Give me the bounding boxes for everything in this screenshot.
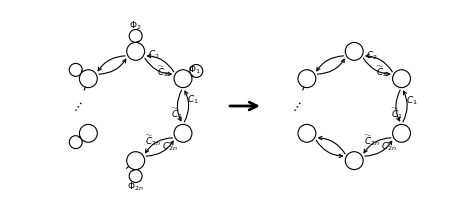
Circle shape bbox=[174, 124, 192, 142]
Circle shape bbox=[69, 63, 82, 76]
Text: $\widetilde{C}_{2n}$: $\widetilde{C}_{2n}$ bbox=[364, 133, 380, 147]
Circle shape bbox=[174, 70, 192, 88]
Circle shape bbox=[69, 136, 82, 149]
Text: $C_2$: $C_2$ bbox=[147, 49, 159, 61]
Text: $C_1$: $C_1$ bbox=[187, 94, 199, 106]
Text: $C_1$: $C_1$ bbox=[406, 95, 418, 107]
Text: $\Phi_1$: $\Phi_1$ bbox=[188, 64, 200, 76]
Circle shape bbox=[298, 70, 316, 88]
Circle shape bbox=[129, 30, 142, 42]
Circle shape bbox=[80, 124, 97, 142]
Text: $\widetilde{C}_1$: $\widetilde{C}_1$ bbox=[171, 107, 183, 122]
Text: $\widetilde{C}_{2n}$: $\widetilde{C}_{2n}$ bbox=[146, 133, 161, 147]
Circle shape bbox=[127, 42, 145, 60]
Circle shape bbox=[392, 70, 410, 88]
Circle shape bbox=[298, 124, 316, 142]
Text: $\Phi_{2n}$: $\Phi_{2n}$ bbox=[128, 180, 144, 193]
Circle shape bbox=[80, 70, 97, 88]
Circle shape bbox=[392, 124, 410, 142]
Text: $\cdots$: $\cdots$ bbox=[69, 97, 88, 115]
Text: $\widetilde{C}_2$: $\widetilde{C}_2$ bbox=[157, 65, 169, 80]
Circle shape bbox=[190, 65, 203, 77]
Circle shape bbox=[345, 42, 363, 60]
Circle shape bbox=[129, 170, 142, 183]
Text: $\widetilde{C}_2$: $\widetilde{C}_2$ bbox=[376, 65, 388, 80]
Text: $C_{2n}$: $C_{2n}$ bbox=[381, 141, 397, 153]
Text: $\Phi_2$: $\Phi_2$ bbox=[129, 19, 142, 32]
Text: $\cdots$: $\cdots$ bbox=[288, 97, 306, 115]
Text: $C_2$: $C_2$ bbox=[366, 50, 378, 62]
Text: $\widetilde{C}_1$: $\widetilde{C}_1$ bbox=[391, 107, 402, 122]
Circle shape bbox=[127, 152, 145, 170]
Circle shape bbox=[345, 152, 363, 170]
Text: $C_{2n}$: $C_{2n}$ bbox=[162, 141, 178, 153]
